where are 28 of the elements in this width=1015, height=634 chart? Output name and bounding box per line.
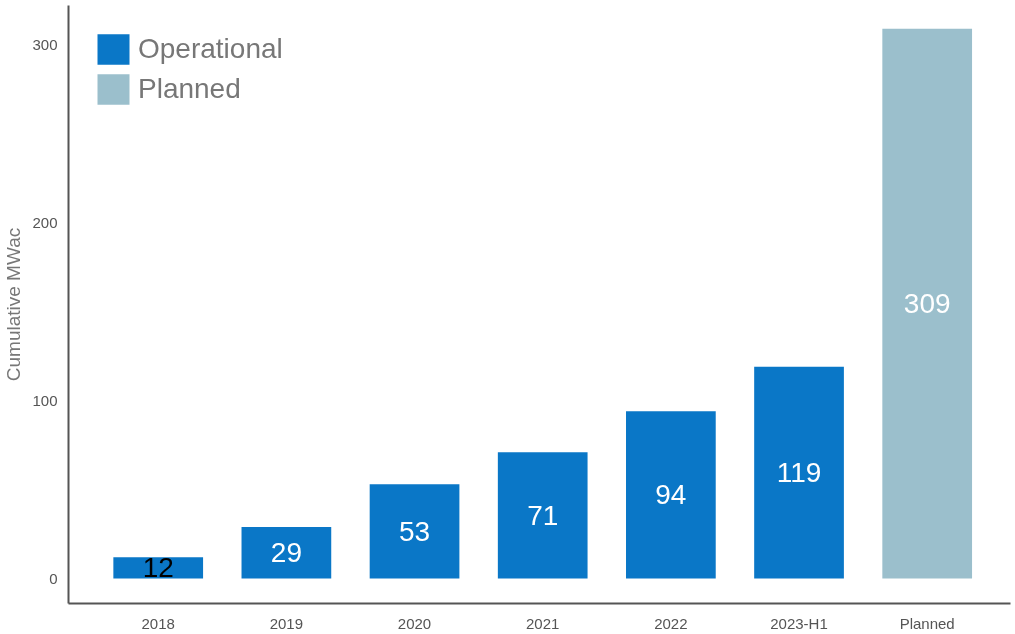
bar xyxy=(369,484,460,579)
data-label: 71 xyxy=(527,499,559,531)
bar xyxy=(882,28,973,579)
x-tick-label: 2023-H1 xyxy=(770,614,828,632)
bar xyxy=(241,526,332,579)
data-label: 309 xyxy=(903,288,951,320)
data-label: 94 xyxy=(655,479,687,511)
data-label: 119 xyxy=(776,457,822,489)
x-tick-label: Planned xyxy=(899,614,955,632)
bar xyxy=(626,411,716,579)
bar xyxy=(754,366,844,579)
legend-label: Operational xyxy=(138,33,283,65)
bar xyxy=(113,557,204,579)
x-tick-label: 2018 xyxy=(141,614,175,632)
x-tick-label: 2020 xyxy=(397,614,432,632)
data-label: 53 xyxy=(398,515,431,547)
y-tick-label: 300 xyxy=(32,35,58,53)
y-tick-label: 0 xyxy=(49,569,58,587)
y-axis-title: Cumulative MWac xyxy=(3,227,25,382)
data-label: 29 xyxy=(270,537,302,569)
legend-label: Planned xyxy=(138,73,241,105)
x-tick-label: 2019 xyxy=(269,614,304,632)
x-tick-label: 2022 xyxy=(654,614,688,632)
data-label: 12 xyxy=(142,552,174,584)
x-tick-label: 2021 xyxy=(526,614,560,632)
y-tick-label: 100 xyxy=(32,391,58,409)
y-tick-label: 200 xyxy=(32,213,58,231)
bar xyxy=(497,452,588,579)
